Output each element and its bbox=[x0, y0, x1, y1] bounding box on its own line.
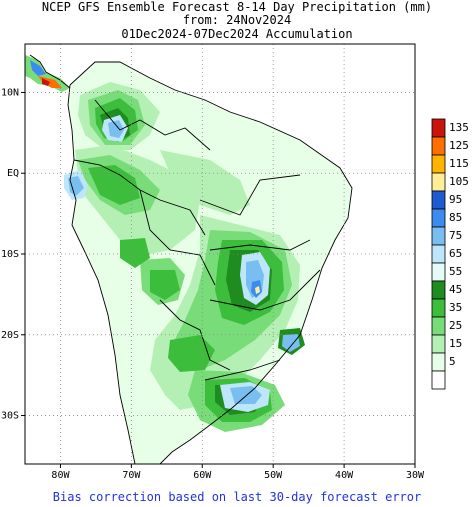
legend-label: 5 bbox=[449, 355, 456, 368]
legend-swatch bbox=[431, 280, 446, 300]
political-boundaries bbox=[29, 54, 353, 464]
legend-swatch bbox=[431, 334, 446, 354]
lat-tick-label: 30S bbox=[1, 411, 19, 422]
legend-label: 85 bbox=[449, 211, 463, 224]
legend-label: 115 bbox=[449, 157, 469, 170]
legend-swatch bbox=[431, 136, 446, 156]
forecast-init-date: from: 24Nov2024 bbox=[182, 13, 292, 27]
lat-tick-label: 10N bbox=[1, 87, 19, 98]
lat-tick-label: 20S bbox=[1, 330, 19, 341]
central-america-extreme-precip bbox=[42, 78, 50, 86]
legend-swatch bbox=[431, 154, 446, 174]
legend-label: 135 bbox=[449, 121, 469, 134]
legend-swatch bbox=[431, 316, 446, 336]
lon-tick-label: 60W bbox=[193, 470, 212, 481]
lon-tick-label: 50W bbox=[264, 470, 283, 481]
lat-tick-label: EQ bbox=[7, 168, 19, 179]
central-america-heavy-precip bbox=[30, 60, 46, 76]
lat-tick-label: 10S bbox=[1, 249, 19, 260]
graticule bbox=[25, 44, 415, 464]
legend-label: 75 bbox=[449, 229, 463, 242]
lon-tick-label: 70W bbox=[122, 470, 141, 481]
legend-label: 125 bbox=[449, 139, 469, 152]
legend-label: 105 bbox=[449, 175, 469, 188]
legend-swatch bbox=[431, 352, 446, 372]
lon-tick-label: 40W bbox=[335, 470, 354, 481]
lon-tick-label: 30W bbox=[406, 470, 425, 481]
map-title: NCEP GFS Ensemble Forecast 8-14 Day Prec… bbox=[41, 0, 433, 14]
lon-tick-label: 80W bbox=[51, 470, 70, 481]
accumulation-period: 01Dec2024-07Dec2024 Accumulation bbox=[121, 27, 353, 41]
bias-correction-note: Bias correction based on last 30-day for… bbox=[52, 490, 422, 504]
legend-swatch bbox=[431, 208, 446, 228]
axis-ticks: 80W 70W 60W 50W 40W 30W 10N EQ 10S 20S 30S bbox=[1, 87, 425, 481]
legend-swatch bbox=[431, 118, 446, 138]
legend-swatch bbox=[431, 262, 446, 282]
legend-label: 25 bbox=[449, 319, 463, 332]
legend-swatch bbox=[431, 298, 446, 318]
legend-label: 65 bbox=[449, 247, 463, 260]
legend-label: 95 bbox=[449, 193, 463, 206]
legend-color-bar bbox=[431, 118, 446, 390]
legend-swatch bbox=[431, 190, 446, 210]
legend-swatch bbox=[431, 172, 446, 192]
legend-swatch bbox=[431, 226, 446, 246]
legend-label: 45 bbox=[449, 283, 463, 296]
legend-swatch bbox=[431, 370, 446, 390]
legend-label: 15 bbox=[449, 337, 463, 350]
legend-label: 55 bbox=[449, 265, 463, 278]
legend-label: 35 bbox=[449, 301, 463, 314]
legend-swatch bbox=[431, 244, 446, 264]
